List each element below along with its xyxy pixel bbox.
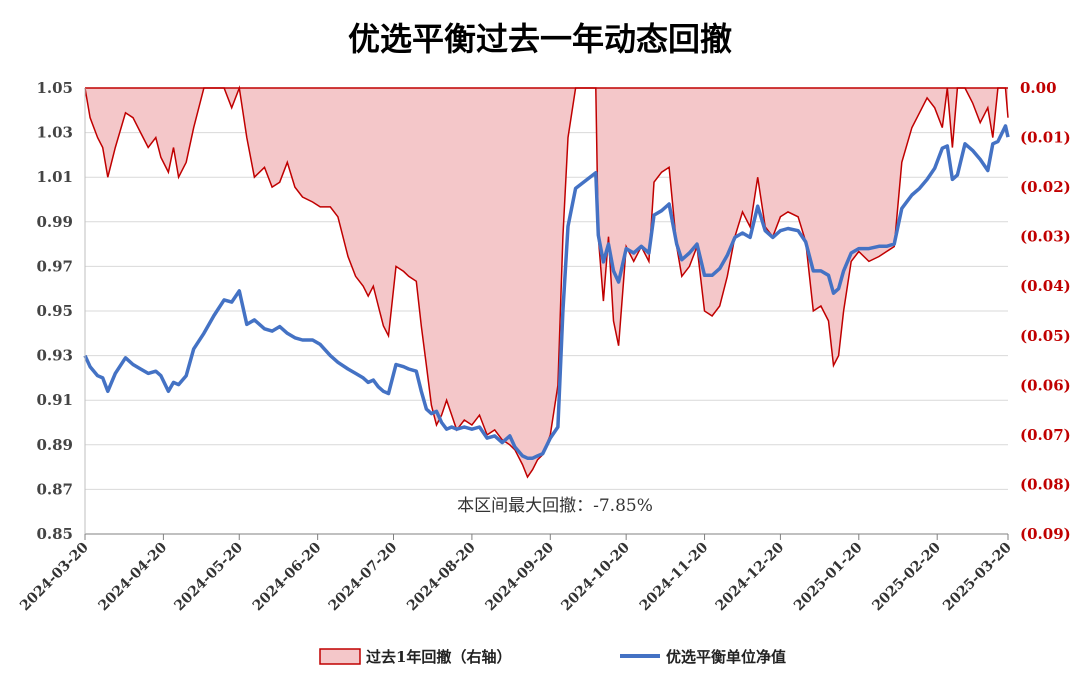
drawdown-area-group [84, 85, 1009, 479]
drawdown-line [84, 85, 1009, 479]
right-tick-label: (0.01) [1020, 129, 1071, 147]
right-tick-label: (0.06) [1020, 376, 1071, 394]
nav-line-group [83, 124, 1010, 460]
left-tick-label: 0.87 [36, 480, 73, 498]
legend-label-drawdown: 过去1年回撤（右轴） [366, 648, 511, 666]
legend: 过去1年回撤（右轴） 优选平衡单位净值 [319, 648, 786, 666]
legend-swatch-drawdown [319, 648, 361, 665]
right-tick-label: (0.09) [1020, 525, 1071, 543]
left-tick-label: 0.99 [36, 213, 73, 231]
nav-line [83, 124, 1010, 460]
left-tick-label: 0.93 [36, 347, 73, 365]
chart-title: 优选平衡过去一年动态回撤 [348, 20, 732, 58]
left-tick-label: 1.03 [36, 124, 73, 142]
drawdown-area [85, 88, 1008, 477]
right-tick-label: (0.04) [1020, 277, 1071, 295]
right-tick-label: (0.02) [1020, 178, 1071, 196]
legend-label-nav: 优选平衡单位净值 [666, 648, 786, 666]
left-tick-label: 0.89 [36, 436, 73, 454]
left-tick-label: 1.01 [36, 168, 73, 186]
right-tick-label: (0.03) [1020, 228, 1071, 246]
right-tick-label: 0.00 [1020, 79, 1057, 97]
right-tick-label: (0.08) [1020, 475, 1071, 493]
right-tick-label: (0.05) [1020, 327, 1071, 345]
left-tick-label: 1.05 [36, 79, 73, 97]
left-tick-label: 0.85 [36, 525, 73, 543]
right-tick-label: (0.07) [1020, 426, 1071, 444]
left-tick-label: 0.97 [36, 257, 73, 275]
max-drawdown-annotation: 本区间最大回撤：-7.85% [457, 496, 653, 516]
left-tick-label: 0.95 [36, 302, 73, 320]
left-tick-label: 0.91 [36, 391, 73, 409]
